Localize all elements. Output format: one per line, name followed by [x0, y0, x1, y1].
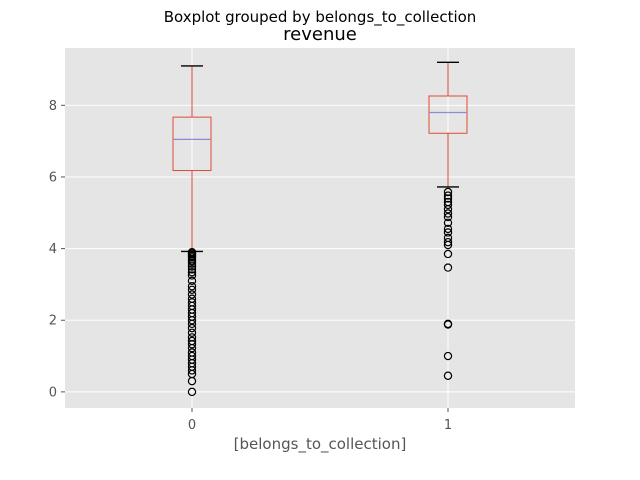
flier-point	[443, 212, 453, 222]
x-axis-label: [belongs_to_collection]	[234, 435, 407, 454]
flier-point	[187, 271, 197, 280]
y-tick-label: 2	[49, 314, 57, 329]
y-tick-label: 4	[49, 242, 57, 257]
flier-point	[187, 343, 197, 353]
flier-point	[187, 387, 197, 397]
plot-area	[65, 48, 575, 408]
y-tick-label: 8	[49, 99, 57, 114]
flier-point	[443, 194, 453, 203]
flier-point	[187, 290, 197, 299]
chart-suptitle: Boxplot grouped by belongs_to_collection	[164, 8, 477, 27]
flier-point	[187, 285, 197, 294]
flier-point	[443, 191, 453, 200]
flier-point	[187, 265, 197, 274]
flier-point	[187, 328, 197, 337]
iqr-box	[172, 116, 212, 172]
flier-point	[187, 276, 197, 286]
flier-point	[443, 237, 453, 247]
flier-point	[443, 204, 453, 214]
flier-point	[443, 187, 453, 197]
flier-point	[187, 340, 197, 349]
flier-point	[187, 262, 197, 271]
y-tick-label: 0	[49, 385, 57, 400]
flier-point	[443, 228, 453, 237]
flier-point	[443, 249, 453, 259]
flier-point	[443, 240, 453, 250]
y-tick-label: 6	[49, 170, 57, 185]
flier-point	[187, 366, 197, 375]
iqr-box	[428, 95, 468, 134]
flier-point	[443, 263, 453, 272]
flier-point	[443, 200, 453, 210]
flier-point	[187, 316, 197, 325]
flier-point	[443, 218, 453, 228]
grid-lines	[65, 48, 575, 408]
chart-title: revenue	[283, 24, 357, 45]
x-tick-label: 1	[444, 418, 452, 433]
box-group-0	[172, 65, 212, 397]
box-group-1	[428, 61, 468, 380]
box-layer	[172, 61, 468, 397]
flier-point	[187, 376, 197, 386]
flier-point	[187, 319, 197, 329]
flier-point	[187, 323, 197, 333]
flier-point	[443, 224, 453, 234]
flier-point	[443, 209, 453, 218]
flier-point	[187, 282, 197, 291]
flier-point	[187, 268, 197, 277]
tick-labels: 0 2 4 6 8 0 1	[49, 99, 452, 433]
flier-point	[443, 371, 453, 380]
flier-point	[187, 256, 197, 266]
x-tick-label: 0	[188, 418, 196, 433]
flier-point	[443, 351, 453, 361]
flier-point	[443, 320, 453, 329]
flier-point	[187, 259, 197, 268]
